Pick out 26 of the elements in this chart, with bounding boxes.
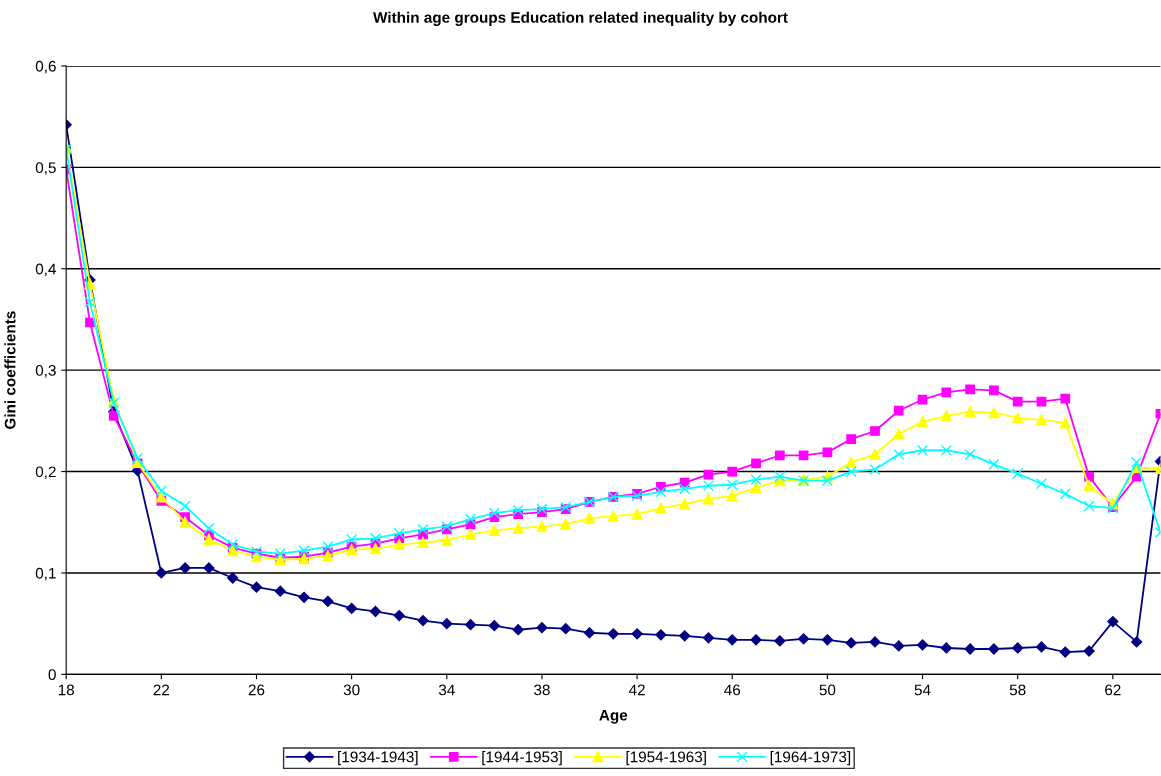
x-tick-label: 22 xyxy=(153,684,170,696)
y-tick-label: 0,5 xyxy=(35,162,56,175)
x-tick-label: 58 xyxy=(1009,684,1026,696)
y-tick-label: 0,3 xyxy=(35,365,56,378)
x-tick-label: 18 xyxy=(58,684,75,696)
x-tick-label: 38 xyxy=(534,684,550,696)
x-tick-label: 54 xyxy=(914,684,931,696)
x-tick-label: 42 xyxy=(628,684,645,696)
y-tick-label: 0,2 xyxy=(35,466,56,480)
legend-label: [1934-1943] xyxy=(338,751,418,766)
y-axis-title: Gini coefficients xyxy=(4,311,16,429)
y-tick-label: 0 xyxy=(48,669,56,681)
y-tick-label: 0,6 xyxy=(35,60,56,74)
x-tick-label: 34 xyxy=(438,684,455,696)
legend-label: [1954-1963] xyxy=(626,751,706,766)
x-tick-label: 62 xyxy=(1105,684,1121,696)
x-tick-label: 46 xyxy=(724,684,741,696)
x-tick-label: 50 xyxy=(819,684,836,696)
legend-label: [1964-1973] xyxy=(770,751,851,766)
x-tick-label: 26 xyxy=(248,684,265,696)
y-tick-label: 0,1 xyxy=(35,567,56,581)
x-tick-label: 30 xyxy=(343,684,360,696)
y-tick-label: 0,4 xyxy=(35,263,57,277)
legend-label: [1944-1953] xyxy=(482,751,562,766)
chart-title: Within age groups Education related inequality by cohort xyxy=(373,11,788,26)
x-axis-title: Age xyxy=(599,709,628,724)
